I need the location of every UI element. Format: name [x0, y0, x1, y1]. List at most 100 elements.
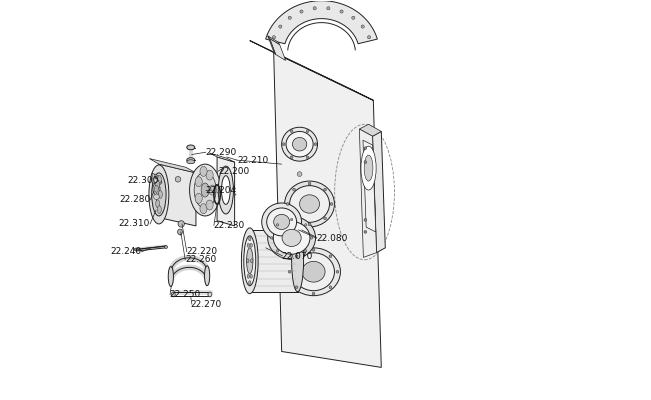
Polygon shape — [359, 124, 381, 136]
Text: 22.230: 22.230 — [213, 221, 244, 230]
Ellipse shape — [286, 202, 289, 205]
Ellipse shape — [296, 255, 298, 258]
Text: 22.270: 22.270 — [191, 300, 222, 309]
Ellipse shape — [200, 204, 207, 214]
Text: 22.280: 22.280 — [119, 196, 150, 204]
Ellipse shape — [311, 237, 312, 239]
Ellipse shape — [134, 248, 138, 251]
Ellipse shape — [189, 164, 221, 216]
Ellipse shape — [305, 224, 307, 226]
Ellipse shape — [195, 193, 202, 203]
Ellipse shape — [273, 214, 290, 230]
Ellipse shape — [158, 175, 161, 183]
Ellipse shape — [267, 208, 297, 236]
Ellipse shape — [194, 172, 216, 208]
Ellipse shape — [247, 243, 249, 247]
Ellipse shape — [204, 266, 210, 286]
Polygon shape — [268, 36, 275, 54]
Ellipse shape — [330, 202, 333, 205]
Ellipse shape — [286, 132, 313, 157]
Ellipse shape — [168, 266, 173, 286]
Ellipse shape — [187, 158, 195, 162]
Ellipse shape — [208, 292, 212, 297]
Polygon shape — [270, 38, 286, 60]
Ellipse shape — [152, 173, 166, 216]
Ellipse shape — [282, 127, 318, 161]
Ellipse shape — [154, 194, 159, 200]
Ellipse shape — [200, 166, 207, 176]
Polygon shape — [273, 52, 381, 368]
Ellipse shape — [288, 270, 291, 273]
Ellipse shape — [305, 250, 307, 252]
Polygon shape — [149, 158, 196, 173]
Polygon shape — [372, 132, 385, 253]
Ellipse shape — [165, 246, 168, 248]
Text: 22.204: 22.204 — [205, 186, 236, 195]
Ellipse shape — [279, 25, 282, 28]
Ellipse shape — [187, 160, 195, 164]
Text: 22.310: 22.310 — [118, 220, 150, 228]
Ellipse shape — [175, 176, 181, 182]
Polygon shape — [268, 36, 280, 44]
Ellipse shape — [243, 236, 256, 286]
Ellipse shape — [290, 156, 293, 159]
Ellipse shape — [158, 190, 162, 198]
Ellipse shape — [178, 229, 182, 235]
Ellipse shape — [352, 16, 355, 19]
Ellipse shape — [158, 206, 161, 214]
Ellipse shape — [284, 181, 335, 227]
Ellipse shape — [293, 188, 296, 191]
Ellipse shape — [171, 292, 175, 297]
Ellipse shape — [299, 195, 320, 213]
Ellipse shape — [195, 177, 202, 187]
Ellipse shape — [268, 216, 316, 259]
Ellipse shape — [290, 255, 293, 258]
Text: 22.200: 22.200 — [218, 167, 249, 176]
Ellipse shape — [292, 253, 335, 291]
Ellipse shape — [306, 156, 309, 159]
Ellipse shape — [288, 16, 292, 19]
Ellipse shape — [247, 248, 253, 274]
Ellipse shape — [308, 182, 311, 185]
Ellipse shape — [324, 188, 326, 191]
Ellipse shape — [368, 36, 370, 39]
Ellipse shape — [250, 274, 253, 278]
Ellipse shape — [364, 155, 373, 181]
Ellipse shape — [364, 161, 367, 164]
Ellipse shape — [149, 165, 169, 224]
Ellipse shape — [156, 200, 159, 208]
Ellipse shape — [364, 230, 367, 233]
Ellipse shape — [302, 261, 325, 282]
Ellipse shape — [313, 7, 316, 10]
Polygon shape — [359, 129, 376, 258]
Ellipse shape — [218, 166, 234, 214]
Ellipse shape — [272, 36, 275, 39]
Ellipse shape — [262, 203, 301, 241]
Text: 22.220: 22.220 — [187, 247, 218, 256]
Ellipse shape — [282, 229, 301, 246]
Ellipse shape — [251, 259, 253, 263]
Ellipse shape — [187, 145, 195, 150]
Ellipse shape — [250, 243, 253, 247]
Text: 22.260: 22.260 — [185, 255, 216, 264]
Ellipse shape — [286, 248, 340, 296]
Ellipse shape — [206, 200, 213, 210]
Ellipse shape — [247, 274, 249, 278]
Ellipse shape — [290, 218, 293, 221]
Ellipse shape — [361, 25, 365, 28]
Ellipse shape — [206, 170, 213, 180]
Ellipse shape — [153, 183, 160, 195]
Ellipse shape — [314, 143, 317, 146]
Ellipse shape — [271, 237, 273, 239]
Ellipse shape — [156, 181, 159, 189]
Ellipse shape — [178, 221, 184, 227]
Ellipse shape — [340, 10, 343, 13]
Ellipse shape — [312, 248, 315, 251]
Polygon shape — [217, 157, 234, 226]
Ellipse shape — [300, 10, 303, 13]
Polygon shape — [363, 140, 376, 232]
Ellipse shape — [364, 147, 367, 150]
Ellipse shape — [290, 186, 329, 222]
Text: 22.080: 22.080 — [317, 234, 348, 243]
Ellipse shape — [361, 146, 376, 190]
